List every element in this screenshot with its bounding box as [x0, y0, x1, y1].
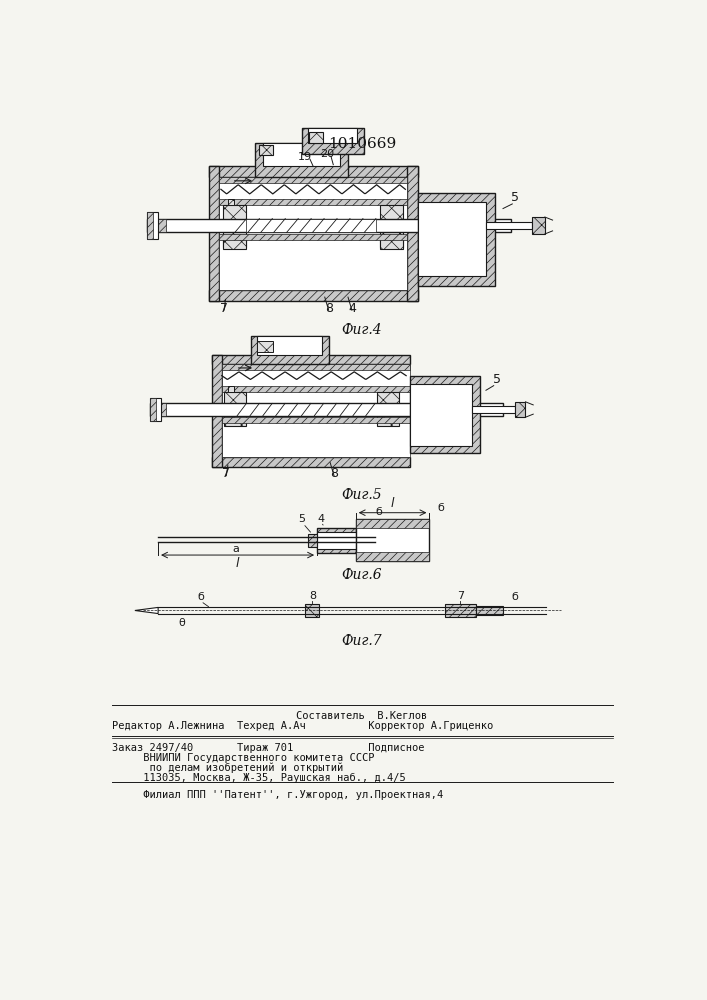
Bar	[146, 212, 158, 239]
Text: 8: 8	[309, 591, 316, 601]
Bar	[223, 235, 247, 249]
Bar	[146, 219, 166, 232]
Text: 8: 8	[325, 302, 332, 316]
Bar	[212, 457, 410, 466]
Bar	[305, 604, 320, 617]
Text: l: l	[236, 557, 239, 570]
Text: 7: 7	[220, 302, 228, 316]
Text: Филиал ППП ''Патент'', г.Ужгород, ул.Проектная,4: Филиал ППП ''Патент'', г.Ужгород, ул.Про…	[112, 790, 443, 800]
Bar	[407, 166, 418, 301]
Text: θ: θ	[178, 618, 185, 628]
Bar	[317, 532, 356, 549]
Bar	[515, 402, 525, 417]
Bar	[418, 193, 495, 286]
Text: Фиг.7: Фиг.7	[341, 634, 382, 648]
Text: б: б	[438, 503, 445, 513]
Text: 4: 4	[348, 302, 356, 316]
Text: б: б	[197, 592, 204, 602]
Bar	[219, 177, 407, 183]
Bar	[146, 219, 510, 232]
Bar	[380, 235, 403, 249]
Text: б: б	[511, 592, 518, 602]
Bar	[476, 606, 503, 615]
Text: 113035, Москва, Ж-35, Раушская наб., д.4/5: 113035, Москва, Ж-35, Раушская наб., д.4…	[112, 773, 405, 783]
Bar	[257, 341, 273, 352]
Text: Фиг.4: Фиг.4	[341, 323, 382, 337]
Bar	[309, 132, 323, 143]
Bar	[410, 384, 472, 446]
Bar	[356, 552, 429, 561]
Bar	[223, 205, 247, 247]
Bar	[263, 143, 340, 166]
Bar	[151, 398, 156, 421]
Bar	[212, 355, 222, 466]
Bar	[472, 406, 515, 413]
Bar	[259, 145, 273, 155]
Bar	[257, 336, 322, 355]
Text: 8: 8	[330, 467, 338, 480]
Bar	[380, 205, 403, 247]
Text: 5: 5	[493, 373, 501, 386]
Text: 7: 7	[222, 467, 230, 480]
Bar	[222, 417, 410, 423]
Bar	[532, 217, 545, 234]
Bar	[222, 364, 410, 457]
Bar	[209, 166, 418, 177]
Bar	[209, 290, 418, 301]
Bar	[222, 386, 410, 392]
Text: 20: 20	[320, 149, 334, 159]
Text: 5: 5	[510, 191, 519, 204]
Bar	[151, 398, 161, 421]
Bar	[224, 392, 246, 426]
Bar	[418, 202, 486, 276]
Text: б: б	[375, 507, 382, 517]
Bar	[486, 222, 532, 229]
Bar	[308, 128, 357, 143]
Text: ВНИИПИ Государственного комитета СССР: ВНИИПИ Государственного комитета СССР	[112, 753, 374, 763]
Text: Редактор А.Лежнина  Техред А.Ач          Корректор А.Гриценко: Редактор А.Лежнина Техред А.Ач Корректор…	[112, 721, 493, 731]
Bar	[222, 364, 410, 370]
Bar	[301, 128, 363, 154]
Text: 1010669: 1010669	[328, 137, 396, 151]
Bar	[255, 143, 348, 177]
Text: Фиг.6: Фиг.6	[341, 568, 382, 582]
Bar	[445, 604, 476, 617]
Bar	[378, 392, 399, 426]
Bar	[219, 234, 407, 240]
Bar	[151, 403, 166, 416]
Polygon shape	[135, 607, 158, 614]
Text: по делам изобретений и открытий: по делам изобретений и открытий	[112, 763, 343, 773]
Text: 19: 19	[298, 152, 312, 162]
Bar	[228, 199, 234, 205]
Text: Фиг.5: Фиг.5	[341, 488, 382, 502]
Bar	[146, 212, 153, 239]
Text: 5: 5	[298, 514, 305, 524]
Bar	[317, 528, 356, 553]
Bar	[356, 519, 429, 561]
Bar	[251, 336, 329, 364]
Bar	[247, 219, 376, 232]
Text: Составитель  В.Кеглов: Составитель В.Кеглов	[296, 711, 428, 721]
Bar	[212, 355, 410, 364]
Text: a: a	[232, 544, 239, 554]
Text: Заказ 2497/40       Тираж 701            Подписное: Заказ 2497/40 Тираж 701 Подписное	[112, 743, 424, 753]
Bar	[228, 386, 234, 392]
Bar	[209, 166, 219, 301]
Bar	[219, 177, 407, 290]
Bar	[356, 519, 429, 528]
Bar	[219, 199, 407, 205]
Bar	[308, 534, 317, 547]
Text: l: l	[391, 497, 395, 510]
Bar	[410, 376, 480, 453]
Bar	[151, 403, 503, 416]
Text: 4: 4	[317, 514, 325, 524]
Text: 7: 7	[457, 591, 464, 601]
